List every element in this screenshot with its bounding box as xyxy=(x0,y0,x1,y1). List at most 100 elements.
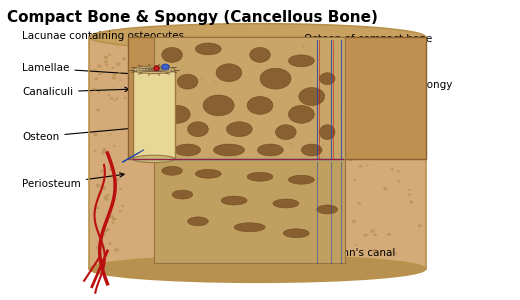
Ellipse shape xyxy=(405,89,408,92)
Ellipse shape xyxy=(410,201,413,203)
Ellipse shape xyxy=(114,99,116,101)
Ellipse shape xyxy=(100,238,103,239)
Ellipse shape xyxy=(413,150,415,152)
Ellipse shape xyxy=(151,138,172,150)
Ellipse shape xyxy=(98,65,101,68)
Ellipse shape xyxy=(395,252,397,254)
Ellipse shape xyxy=(175,144,201,156)
Ellipse shape xyxy=(368,134,370,135)
Ellipse shape xyxy=(221,196,247,205)
Ellipse shape xyxy=(154,66,159,70)
Ellipse shape xyxy=(409,120,411,122)
Ellipse shape xyxy=(109,54,111,56)
Ellipse shape xyxy=(371,106,375,109)
Ellipse shape xyxy=(93,88,96,90)
Ellipse shape xyxy=(397,171,399,172)
Ellipse shape xyxy=(147,144,148,145)
Ellipse shape xyxy=(201,77,203,79)
Ellipse shape xyxy=(298,64,300,65)
Ellipse shape xyxy=(164,105,190,123)
Ellipse shape xyxy=(386,113,389,115)
Ellipse shape xyxy=(289,55,314,67)
Ellipse shape xyxy=(102,150,106,153)
Ellipse shape xyxy=(340,108,342,109)
Ellipse shape xyxy=(162,47,183,62)
Ellipse shape xyxy=(312,106,315,107)
Ellipse shape xyxy=(124,97,126,99)
Ellipse shape xyxy=(102,245,105,248)
Ellipse shape xyxy=(319,125,335,140)
Ellipse shape xyxy=(103,229,108,232)
Ellipse shape xyxy=(283,229,309,238)
Ellipse shape xyxy=(415,104,419,106)
Ellipse shape xyxy=(352,124,354,125)
Ellipse shape xyxy=(373,250,376,252)
Ellipse shape xyxy=(104,196,107,198)
Ellipse shape xyxy=(99,73,102,75)
Ellipse shape xyxy=(290,143,293,145)
Ellipse shape xyxy=(162,64,169,70)
Ellipse shape xyxy=(287,62,288,63)
Ellipse shape xyxy=(392,125,393,126)
Ellipse shape xyxy=(120,188,122,190)
Polygon shape xyxy=(133,70,175,159)
Ellipse shape xyxy=(398,181,400,182)
Ellipse shape xyxy=(373,100,374,101)
Ellipse shape xyxy=(367,165,368,166)
Ellipse shape xyxy=(359,166,362,167)
Ellipse shape xyxy=(257,144,283,156)
Ellipse shape xyxy=(384,188,387,190)
Ellipse shape xyxy=(302,45,305,47)
Ellipse shape xyxy=(119,80,121,81)
Ellipse shape xyxy=(101,153,103,154)
Ellipse shape xyxy=(113,187,115,188)
Ellipse shape xyxy=(99,244,102,246)
Ellipse shape xyxy=(225,52,227,54)
Ellipse shape xyxy=(94,134,97,136)
Ellipse shape xyxy=(349,87,352,88)
Ellipse shape xyxy=(250,47,270,62)
Ellipse shape xyxy=(361,107,363,109)
Ellipse shape xyxy=(113,218,116,220)
Ellipse shape xyxy=(119,72,121,74)
Ellipse shape xyxy=(289,175,314,184)
Ellipse shape xyxy=(188,217,209,226)
Ellipse shape xyxy=(172,190,193,199)
Ellipse shape xyxy=(109,215,113,218)
Text: Osteon of compact bone: Osteon of compact bone xyxy=(274,34,432,61)
Ellipse shape xyxy=(294,116,297,117)
Ellipse shape xyxy=(98,194,100,196)
Ellipse shape xyxy=(196,43,221,55)
Ellipse shape xyxy=(339,112,341,113)
Ellipse shape xyxy=(291,112,292,113)
Ellipse shape xyxy=(391,251,393,253)
Ellipse shape xyxy=(246,46,249,47)
Ellipse shape xyxy=(97,207,99,209)
Ellipse shape xyxy=(352,220,356,223)
Ellipse shape xyxy=(238,60,240,61)
Ellipse shape xyxy=(299,88,324,105)
Ellipse shape xyxy=(391,169,393,170)
Ellipse shape xyxy=(157,139,159,140)
Ellipse shape xyxy=(95,78,98,80)
Text: Canaliculi: Canaliculi xyxy=(22,87,129,97)
Ellipse shape xyxy=(363,109,365,111)
Ellipse shape xyxy=(133,155,175,163)
Ellipse shape xyxy=(398,120,401,122)
Ellipse shape xyxy=(213,144,244,156)
Ellipse shape xyxy=(102,187,106,190)
Polygon shape xyxy=(128,37,425,159)
Ellipse shape xyxy=(203,95,234,116)
Ellipse shape xyxy=(216,64,242,82)
Ellipse shape xyxy=(122,58,126,60)
Ellipse shape xyxy=(96,184,100,187)
Ellipse shape xyxy=(278,82,281,84)
Ellipse shape xyxy=(112,67,114,68)
Ellipse shape xyxy=(119,210,121,212)
Ellipse shape xyxy=(98,91,100,92)
Ellipse shape xyxy=(113,74,115,76)
Ellipse shape xyxy=(408,194,411,195)
Ellipse shape xyxy=(281,146,282,147)
Ellipse shape xyxy=(110,134,111,135)
Ellipse shape xyxy=(273,199,299,208)
